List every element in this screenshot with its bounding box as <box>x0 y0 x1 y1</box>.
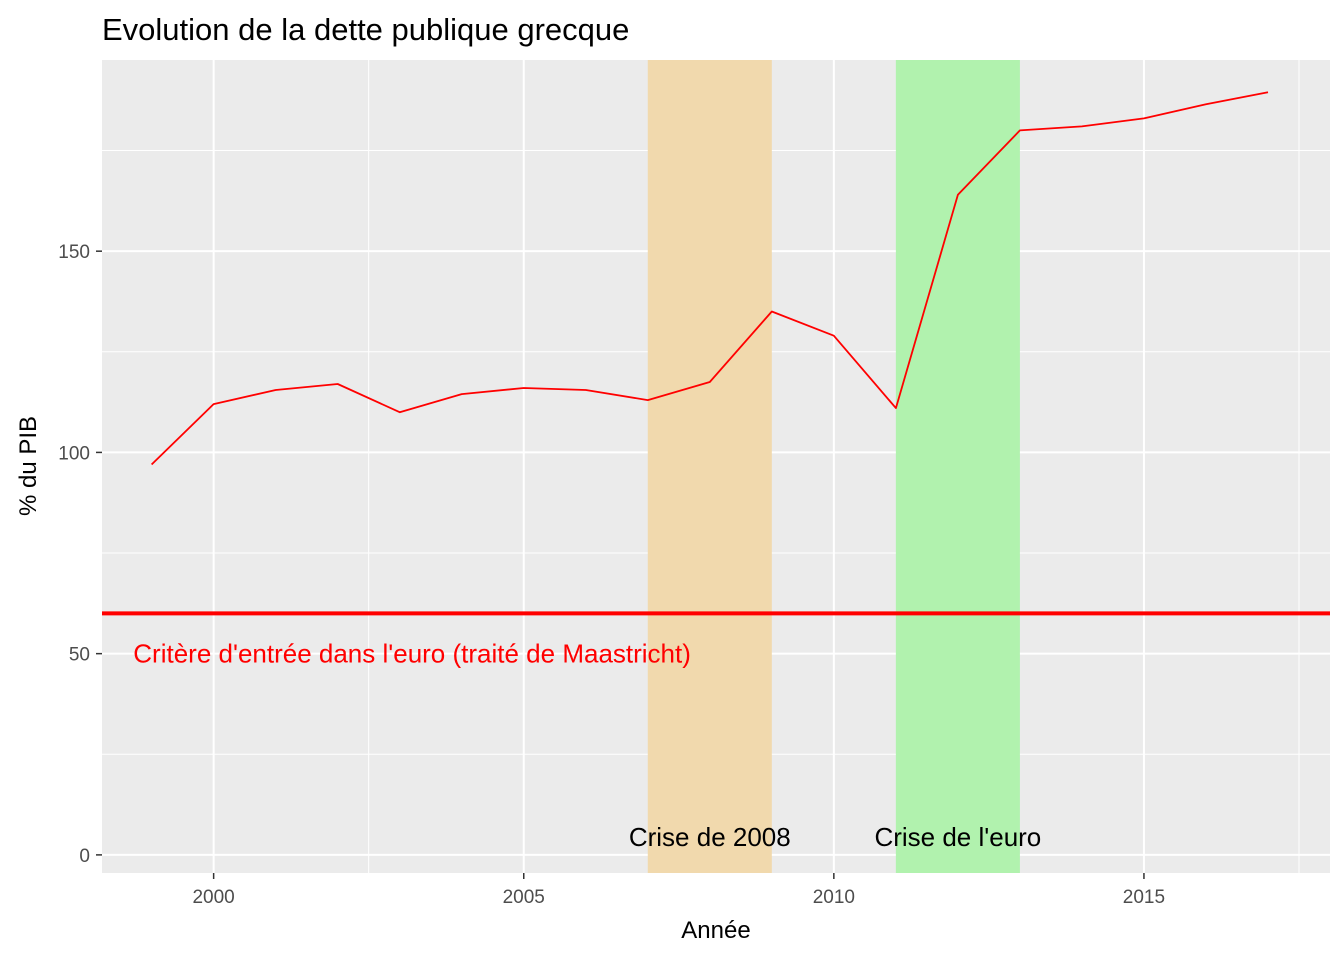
series-lines <box>150 91 1269 466</box>
x-tick-label: 2005 <box>503 887 545 908</box>
region-label-1: Crise de l'euro <box>874 822 1041 852</box>
y-tick-label: 150 <box>58 242 90 263</box>
chart-title: Evolution de la dette publique grecque <box>102 12 629 47</box>
threshold-label: Critère d'entrée dans l'euro (traité de … <box>133 639 691 669</box>
annotations: Critère d'entrée dans l'euro (traité de … <box>133 639 1041 852</box>
y-tick-label: 50 <box>69 645 90 666</box>
shaded-region-1 <box>895 60 1020 873</box>
x-axis-ticks: 2000 2005 2010 2015 <box>192 873 1165 908</box>
y-axis-ticks: 0 50 100 150 <box>58 242 102 867</box>
x-tick-label: 2015 <box>1123 887 1165 908</box>
x-axis-title: Année <box>681 917 750 944</box>
series-line-0 <box>150 91 1269 466</box>
x-tick-label: 2010 <box>813 887 855 908</box>
y-axis-title: % du PIB <box>15 416 42 516</box>
region-label-0: Crise de 2008 <box>629 822 791 852</box>
shaded-region-0 <box>647 60 772 873</box>
y-tick-label: 0 <box>79 846 90 867</box>
x-tick-label: 2000 <box>192 887 234 908</box>
y-tick-label: 100 <box>58 443 90 464</box>
